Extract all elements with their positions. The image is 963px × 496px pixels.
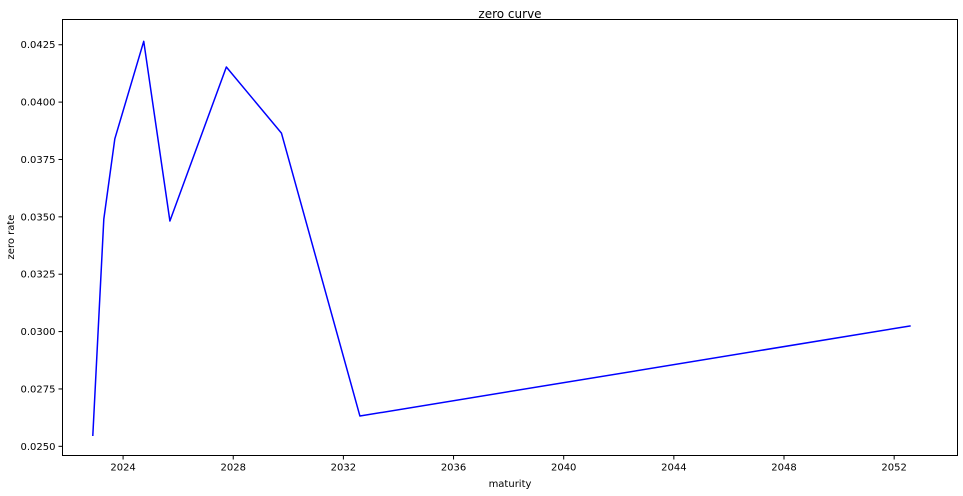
chart-title: zero curve [478,7,541,21]
x-tick-label: 2048 [771,463,796,474]
x-axis-ticks: 2024 2028 2032 2036 2040 2044 2048 2052 [110,455,907,474]
x-axis-title: maturity [489,479,532,490]
y-tick-label: 0.0375 [21,155,56,166]
plot-area [92,40,911,437]
y-axis-ticks: 0.0250 0.0275 0.0300 0.0325 0.0350 0.0375 0.04… [21,40,63,453]
plot-frame [62,19,958,456]
y-axis-title: zero rate [6,215,17,260]
x-tick-label: 2044 [661,463,686,474]
y-tick-label: 0.0400 [21,98,56,109]
x-tick-label: 2032 [331,463,356,474]
y-tick-label: 0.0350 [21,212,56,223]
y-tick-label: 0.0275 [21,384,56,395]
x-tick-label: 2040 [551,463,576,474]
y-tick-label: 0.0250 [21,442,56,453]
x-tick-label: 2036 [441,463,466,474]
y-tick-label: 0.0300 [21,327,56,338]
x-tick-label: 2028 [221,463,246,474]
y-tick-label: 0.0425 [21,40,56,51]
x-tick-label: 2024 [110,463,135,474]
x-tick-label: 2052 [881,463,906,474]
y-tick-label: 0.0325 [21,270,56,281]
